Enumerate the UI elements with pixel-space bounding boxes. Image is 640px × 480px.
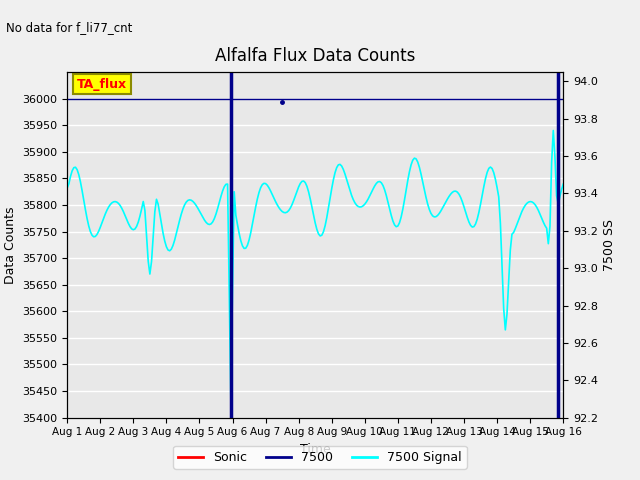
Text: No data for f_li77_cnt: No data for f_li77_cnt xyxy=(6,21,132,34)
Text: TA_flux: TA_flux xyxy=(77,78,127,91)
X-axis label: Time: Time xyxy=(300,443,331,456)
Legend: Sonic, 7500, 7500 Signal: Sonic, 7500, 7500 Signal xyxy=(173,446,467,469)
Y-axis label: 7500 SS: 7500 SS xyxy=(604,219,616,271)
Y-axis label: Data Counts: Data Counts xyxy=(4,206,17,284)
Title: Alfalfa Flux Data Counts: Alfalfa Flux Data Counts xyxy=(215,47,415,65)
